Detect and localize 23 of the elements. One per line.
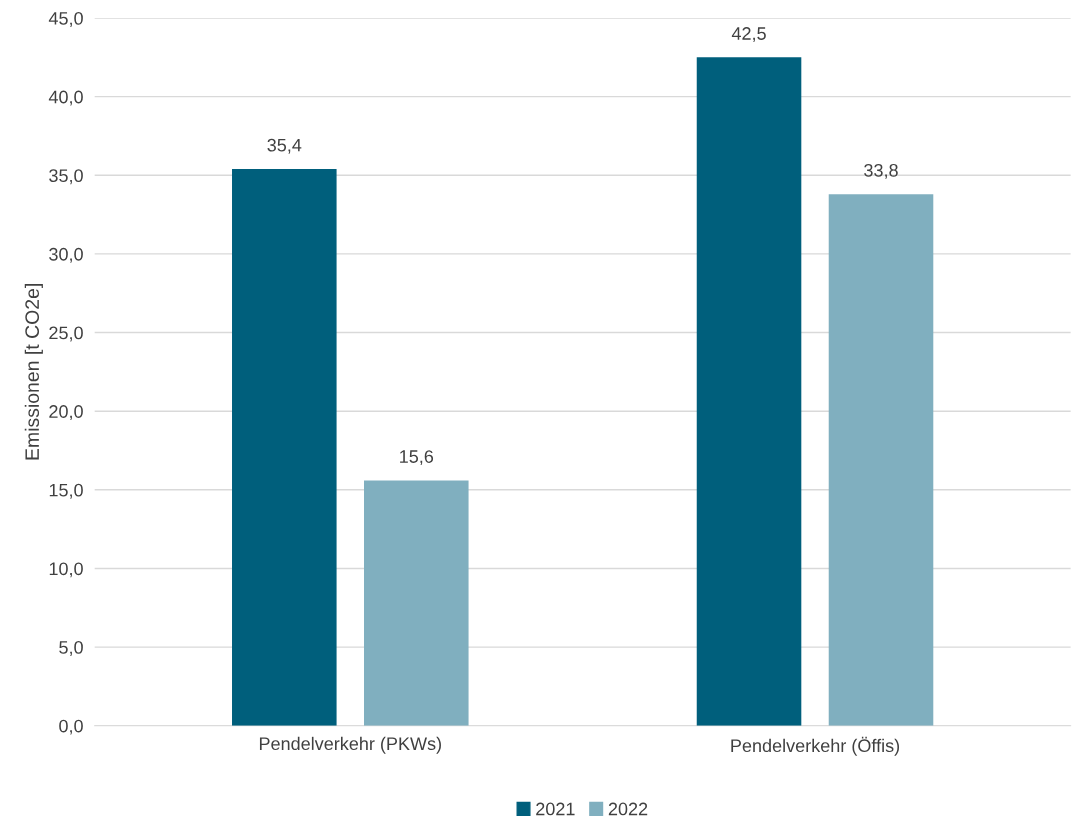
data-label: 15,6	[400, 450, 434, 466]
x-tick-label: Pendelverkehr (Öffis)	[731, 736, 900, 756]
bar	[828, 194, 934, 726]
data-label: 33,8	[864, 163, 898, 179]
y-tick-label: 20,0	[49, 405, 83, 421]
y-tick-label: 10,0	[49, 562, 83, 578]
y-tick-label: 30,0	[49, 247, 83, 263]
bar	[232, 169, 337, 726]
y-tick-label: 40,0	[48, 90, 83, 106]
legend-label: 2022	[608, 802, 648, 816]
bar	[696, 57, 802, 726]
y-tick-label: 0,0	[59, 719, 83, 735]
y-tick-label: 25,0	[49, 326, 83, 342]
data-label: 42,5	[731, 27, 766, 43]
y-tick-label: 35,0	[49, 169, 83, 185]
y-tick-label: 5,0	[59, 641, 83, 656]
data-label: 35,4	[267, 138, 302, 154]
y-axis-title: Emissionen [t CO2e]	[24, 284, 43, 460]
legend-label: 2021	[536, 802, 575, 816]
x-tick-label: Pendelverkehr (PKWs)	[259, 736, 441, 754]
bar	[364, 480, 469, 726]
y-tick-label: 15,0	[49, 483, 83, 499]
y-tick-label: 45,0	[48, 11, 83, 27]
